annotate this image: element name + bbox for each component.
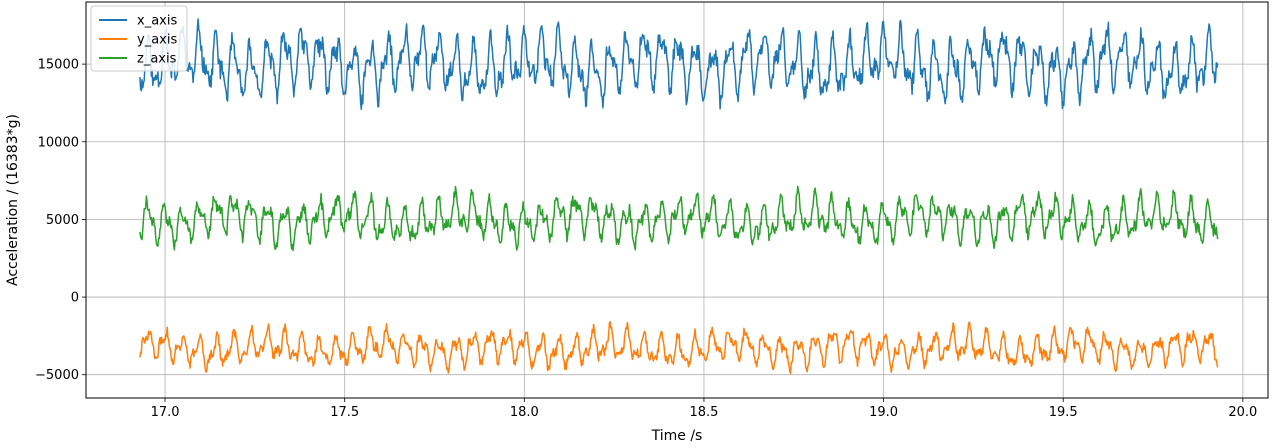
x-tick-label: 18.0 [510,405,539,420]
x-tick-label: 18.5 [689,405,718,420]
series-line-x_axis [139,18,1219,111]
legend: x_axis y_axis z_axis [90,5,188,72]
legend-entry: z_axis [137,52,177,67]
x-tick-label: 17.5 [330,405,359,420]
legend-box [90,5,188,72]
x-tick-label: 19.5 [1049,405,1078,420]
series-line-z_axis [139,185,1219,252]
series-line-y_axis [139,320,1219,375]
y-tick-label: −5000 [35,368,79,383]
x-tick-label: 20.0 [1228,405,1257,420]
x-axis: 17.0 17.5 18.0 18.5 19.0 19.5 20.0 [151,398,1257,420]
y-tick-label: 10000 [38,135,79,150]
y-axis: −5000 0 5000 10000 15000 [35,58,86,383]
y-tick-label: 0 [71,291,79,306]
y-axis-label: Acceleration / (16383*g) [5,114,21,286]
y-tick-label: 5000 [46,213,79,228]
legend-entry: y_axis [137,33,177,48]
legend-entry: x_axis [137,14,177,29]
x-tick-label: 17.0 [151,405,180,420]
plot-frame [85,1,1269,399]
y-tick-label: 15000 [38,58,79,73]
x-tick-label: 19.0 [869,405,898,420]
series-layer [139,18,1219,375]
x-axis-label: Time /s [651,428,703,444]
